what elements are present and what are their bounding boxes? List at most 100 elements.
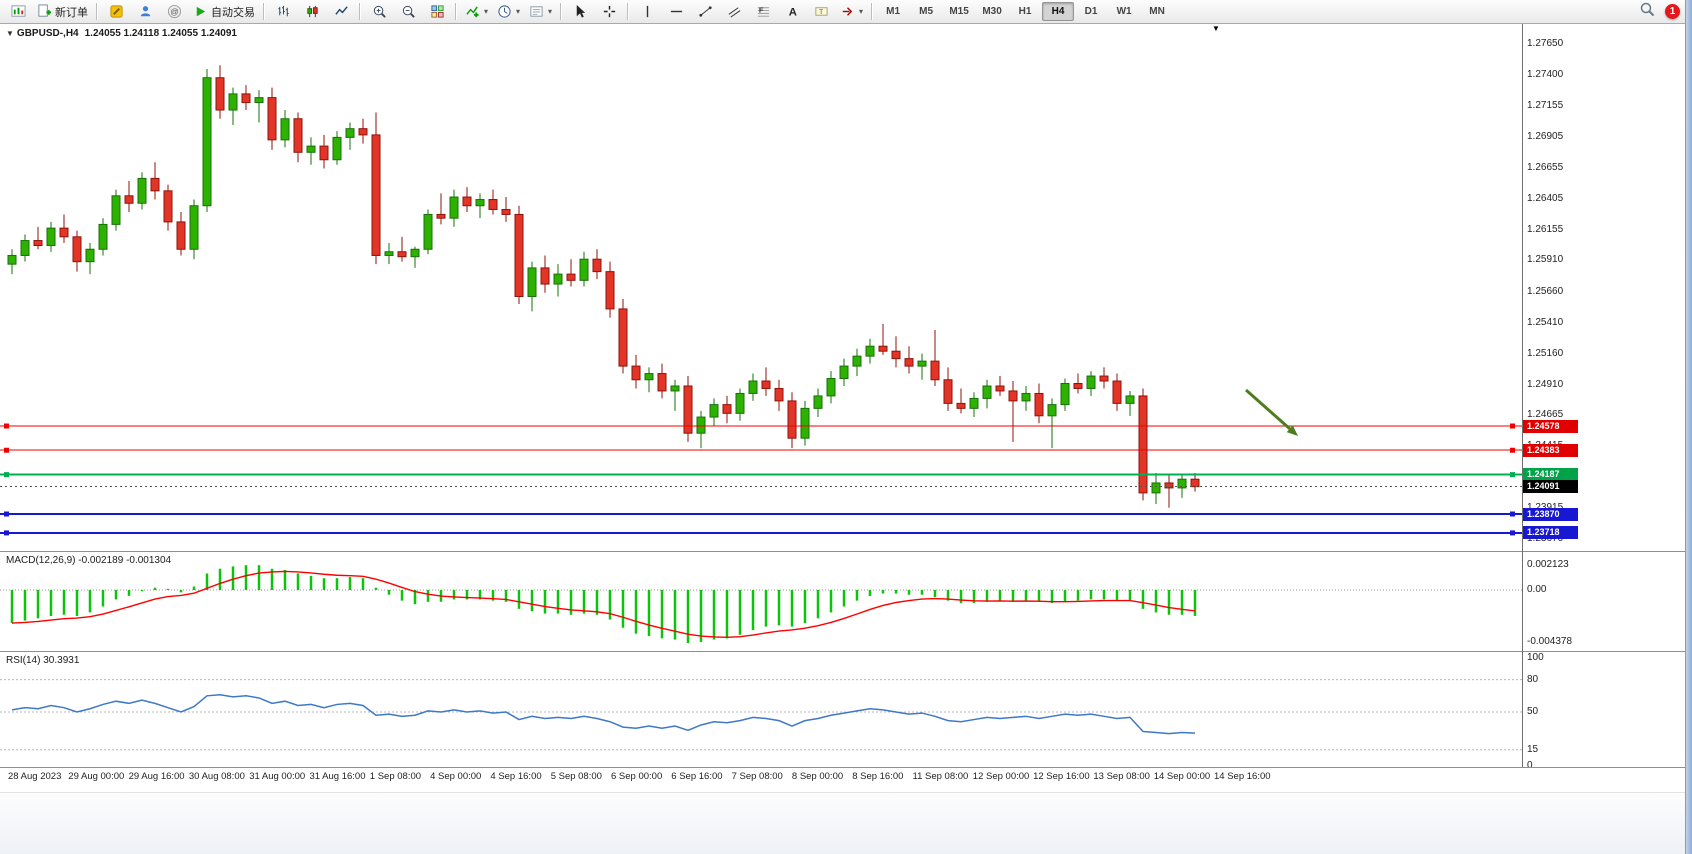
macd-panel-canvas[interactable] — [0, 552, 1692, 651]
candle — [488, 189, 498, 215]
chart-shift-marker-icon[interactable]: ▼ — [1212, 24, 1220, 33]
hline-handle[interactable] — [4, 472, 9, 478]
templates-button[interactable]: ▾ — [525, 1, 556, 22]
channel-tool-button[interactable] — [720, 1, 748, 22]
community-button[interactable]: @ — [160, 1, 188, 22]
horizontal-line-tool-button[interactable] — [662, 1, 690, 22]
search-button[interactable] — [1639, 1, 1655, 22]
candle — [553, 264, 563, 297]
candle — [839, 358, 849, 386]
hline-resistance-2[interactable] — [0, 447, 1522, 453]
macd-axis-label: 0.002123 — [1527, 558, 1569, 570]
time-axis-label: 6 Sep 16:00 — [671, 771, 723, 782]
hline-handle[interactable] — [4, 530, 9, 536]
arrows-tool-button[interactable]: ▾ — [836, 1, 867, 22]
zoom-out-button[interactable] — [394, 1, 422, 22]
arrow-annotation[interactable] — [1245, 388, 1298, 436]
hline-handle[interactable] — [1510, 423, 1515, 429]
candlestick-chart-button[interactable] — [298, 1, 326, 22]
candle — [566, 259, 576, 287]
separator — [96, 3, 98, 20]
bar-chart-button[interactable] — [269, 1, 297, 22]
rsi-axis-label: 50 — [1527, 706, 1539, 717]
price-axis-label: 1.24910 — [1527, 378, 1564, 390]
vertical-line-tool-button[interactable] — [633, 1, 661, 22]
candle — [111, 189, 121, 231]
time-axis-label: 11 Sep 08:00 — [912, 771, 969, 782]
timeframe-M30[interactable]: M30 — [982, 6, 1002, 17]
zoom-in-button[interactable] — [365, 1, 393, 22]
timeframe-D1[interactable]: D1 — [1084, 6, 1098, 17]
text-tool-button[interactable]: A — [778, 1, 806, 22]
separator — [263, 3, 265, 20]
trendline-tool-button[interactable] — [691, 1, 719, 22]
separator — [627, 3, 630, 20]
price-axis-label: 1.25160 — [1527, 347, 1564, 359]
timeframe-W1[interactable]: W1 — [1116, 6, 1132, 17]
line-chart-button[interactable] — [327, 1, 355, 22]
periods-button[interactable]: ▾ — [493, 1, 524, 22]
svg-text:A: A — [788, 6, 796, 18]
candle — [709, 398, 719, 426]
candle — [982, 379, 992, 409]
hline-handle[interactable] — [1510, 472, 1515, 478]
panel-divider[interactable] — [0, 651, 1692, 652]
fibonacci-tool-button[interactable]: F — [749, 1, 777, 22]
candle — [969, 392, 979, 418]
timeframe-H1[interactable]: H1 — [1018, 6, 1032, 17]
rsi-axis-label: 80 — [1527, 673, 1539, 685]
candle — [176, 211, 186, 256]
chart-header: ▼ GBPUSD-,H4 1.24055 1.24118 1.24055 1.240… — [6, 28, 237, 39]
hline-handle[interactable] — [1510, 447, 1515, 453]
candle — [618, 298, 628, 374]
timeframe-H4[interactable]: H4 — [1042, 2, 1075, 21]
tile-windows-button[interactable] — [423, 1, 451, 22]
candlestick-chart-icon — [305, 4, 320, 19]
timeframe-M5[interactable]: M5 — [919, 6, 934, 17]
rsi-panel-canvas[interactable] — [0, 652, 1692, 767]
time-axis-label: 4 Sep 00:00 — [430, 771, 482, 782]
arrows-tool-icon — [840, 4, 855, 19]
hline-support-green[interactable] — [0, 472, 1522, 478]
hline-resistance-1[interactable] — [0, 423, 1522, 429]
svg-text:@: @ — [170, 6, 179, 16]
candle — [1164, 475, 1174, 508]
hline-handle[interactable] — [4, 423, 9, 429]
candle — [800, 400, 810, 446]
hline-handle[interactable] — [1510, 530, 1515, 536]
hline-handle[interactable] — [4, 511, 9, 517]
new-chart-button[interactable] — [4, 1, 32, 22]
horizontal-line-icon — [669, 4, 684, 19]
candle — [501, 197, 511, 222]
hline-support-blue-1[interactable] — [0, 511, 1522, 517]
time-axis-label: 8 Sep 16:00 — [852, 771, 904, 782]
chart-expander-icon[interactable]: ▼ — [6, 29, 14, 38]
autotrading-button[interactable]: 自动交易 — [189, 1, 259, 22]
rsi-axis-label: 0 — [1527, 760, 1533, 771]
price-axis-label: 1.26905 — [1527, 130, 1564, 142]
panel-divider[interactable] — [0, 551, 1692, 552]
timeframe-MN[interactable]: MN — [1149, 6, 1165, 17]
timeframe-M1[interactable]: M1 — [886, 6, 901, 17]
indicators-button[interactable]: ▾ — [461, 1, 492, 22]
hline-handle[interactable] — [1510, 511, 1515, 517]
line-chart-icon — [334, 4, 349, 19]
hline-handle[interactable] — [4, 447, 9, 453]
timeframe-M15[interactable]: M15 — [949, 6, 969, 17]
toolbar: 新订单 @ 自动交易 — [0, 0, 1692, 24]
crosshair-button[interactable] — [595, 1, 623, 22]
cursor-button[interactable] — [566, 1, 594, 22]
svg-text:T: T — [819, 9, 823, 16]
profile-button[interactable] — [131, 1, 159, 22]
hline-support-blue-2[interactable] — [0, 530, 1522, 536]
metaeditor-button[interactable] — [102, 1, 130, 22]
text-label-icon: T — [814, 4, 829, 19]
new-order-button[interactable]: 新订单 — [33, 1, 92, 22]
indicators-icon — [465, 4, 480, 19]
tile-windows-icon — [430, 4, 445, 19]
candle — [761, 367, 771, 396]
text-label-tool-button[interactable]: T — [807, 1, 835, 22]
notification-badge[interactable]: 1 — [1665, 4, 1680, 19]
price-chart-canvas[interactable] — [0, 24, 1692, 551]
candle — [826, 371, 836, 404]
